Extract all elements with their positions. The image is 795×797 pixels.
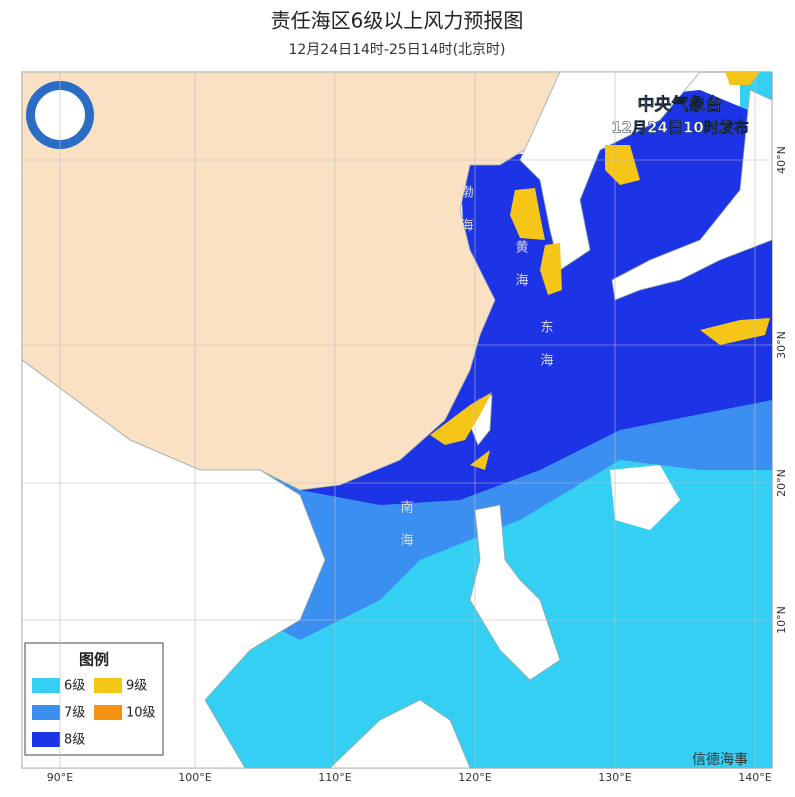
longitude-label: 140°E <box>738 771 771 784</box>
legend-swatch <box>32 732 60 747</box>
sea-name: 黄海 <box>513 240 529 306</box>
legend-title: 图例 <box>79 651 109 669</box>
legend-swatch <box>94 678 122 693</box>
patch <box>540 243 562 295</box>
sea-name: 南海 <box>398 499 414 566</box>
land-philippines <box>469 504 561 681</box>
sea-name: 渤海 <box>458 184 474 251</box>
latitude-label: 20°N <box>775 469 788 497</box>
longitude-label: 110°E <box>318 771 351 784</box>
legend: 图例 6级 9级 7级 10级 8级 <box>24 642 164 756</box>
wind-zone-8 <box>300 90 772 505</box>
issuer-name: 中央气象台 <box>638 94 723 115</box>
calm-area <box>610 465 680 530</box>
latitude-label: 10°N <box>775 606 788 634</box>
issue-time: 12月24日10时发布 <box>611 119 749 137</box>
legend-swatch <box>32 705 60 720</box>
legend-swatch <box>32 678 60 693</box>
watermark: 信德海事 <box>692 752 748 768</box>
patch <box>510 188 545 240</box>
longitude-label: 130°E <box>598 771 631 784</box>
longitude-label: 100°E <box>178 771 211 784</box>
patch <box>700 318 770 345</box>
patch <box>430 392 492 445</box>
land-borneo <box>329 699 471 769</box>
legend-label: 9级 <box>126 679 147 694</box>
legend-label: 8级 <box>64 733 85 748</box>
map <box>21 71 773 769</box>
sea-name: 东海 <box>538 320 554 386</box>
legend-label: 6级 <box>64 679 85 694</box>
legend-label: 10级 <box>126 706 156 721</box>
subtitle: 12月24日14时-25日14时(北京时) <box>288 42 505 58</box>
legend-swatch <box>94 705 122 720</box>
title: 责任海区6级以上风力预报图 <box>271 9 524 33</box>
longitude-label: 120°E <box>458 771 491 784</box>
longitude-label: 90°E <box>47 771 73 784</box>
latitude-label: 40°N <box>775 146 788 174</box>
wind-zone-7 <box>260 370 772 640</box>
latitude-label: 30°N <box>775 331 788 359</box>
patch <box>605 145 640 185</box>
land-korea <box>519 71 701 271</box>
legend-label: 7级 <box>64 706 85 721</box>
patch <box>725 72 760 85</box>
